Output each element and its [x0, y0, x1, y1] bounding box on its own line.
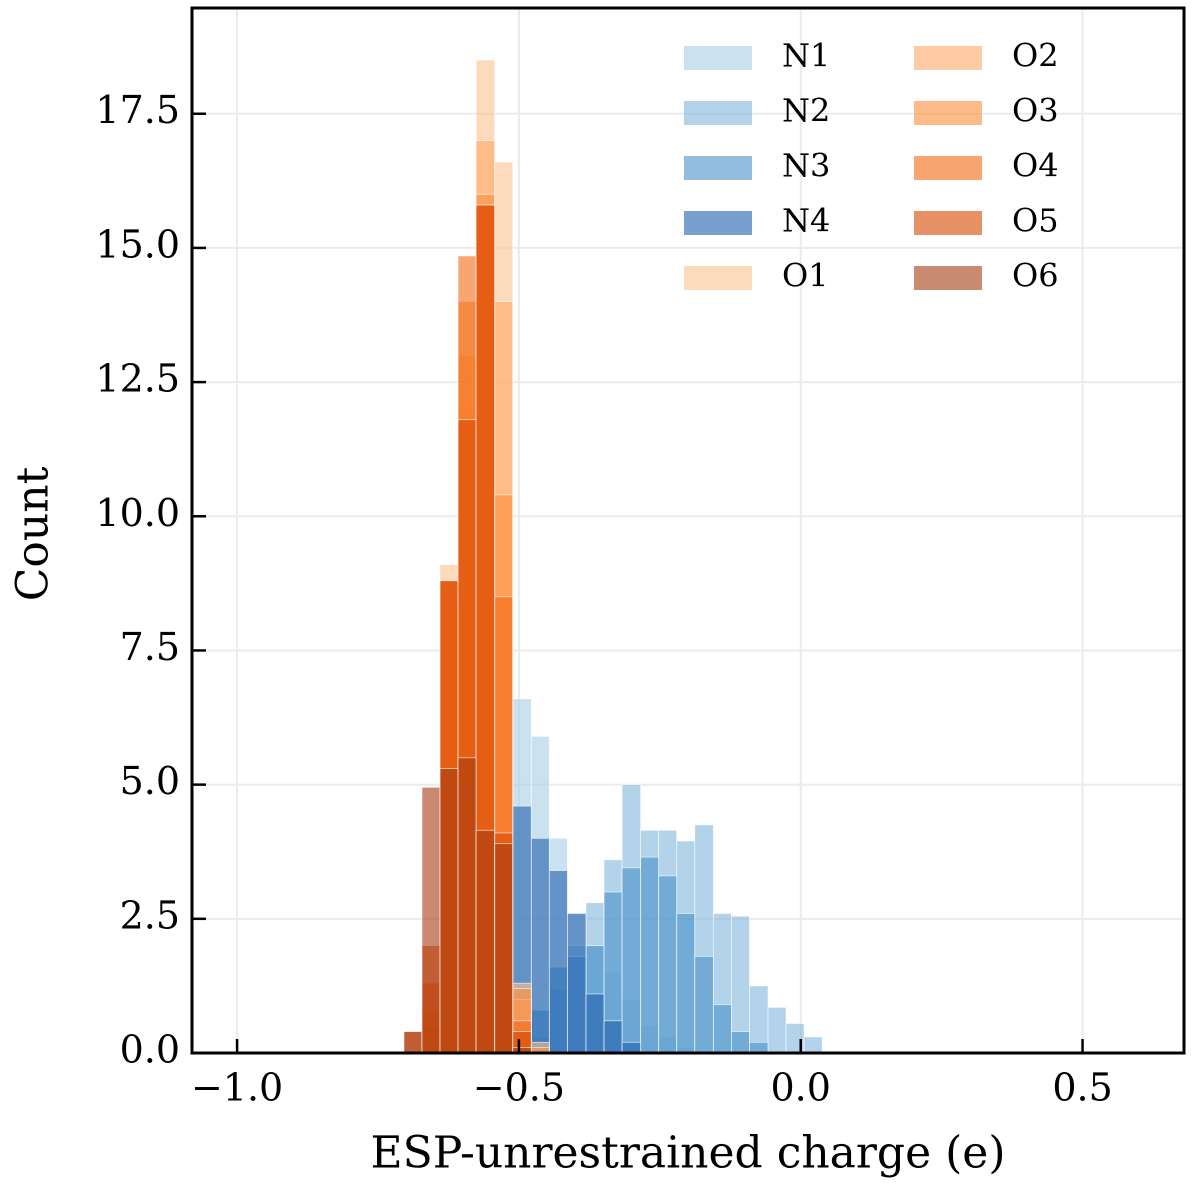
legend-swatch — [684, 101, 752, 125]
bar — [566, 913, 587, 1054]
legend-label: O5 — [1012, 202, 1059, 240]
legend-swatch — [684, 46, 752, 70]
bar — [731, 1031, 750, 1054]
bar — [403, 1031, 423, 1054]
legend-swatch — [684, 211, 752, 235]
x-tick-label: 0.5 — [1052, 1066, 1112, 1110]
legend-label: O4 — [1012, 147, 1059, 185]
y-tick-label: 5.0 — [120, 759, 180, 803]
legend-swatch — [914, 266, 982, 290]
y-tick-label: 0.0 — [120, 1028, 180, 1072]
x-tick-label: −1.0 — [191, 1066, 283, 1110]
plot-frame — [190, 6, 1186, 1055]
y-tick-label: 15.0 — [95, 222, 180, 266]
bar — [548, 870, 568, 1054]
bar — [494, 843, 514, 1054]
bar — [767, 1006, 787, 1054]
bar — [603, 1020, 623, 1054]
bar — [585, 993, 605, 1054]
legend-label: N2 — [782, 92, 830, 130]
bar — [803, 1036, 823, 1054]
x-tick-label: 0.0 — [771, 1066, 831, 1110]
y-tick-label: 7.5 — [120, 625, 180, 669]
legend-label: O1 — [782, 257, 829, 295]
legend-swatch — [914, 211, 982, 235]
legend-swatch — [914, 46, 982, 70]
bar — [640, 856, 660, 1054]
bar — [439, 768, 459, 1054]
bar — [694, 955, 714, 1054]
legend-swatch — [914, 101, 982, 125]
bar — [457, 757, 477, 1054]
bar — [530, 837, 550, 1054]
y-axis-label: Count — [8, 466, 59, 601]
legend-swatch — [684, 156, 752, 180]
bar — [712, 1004, 732, 1054]
legend-label: N3 — [782, 147, 830, 185]
legend-swatch — [684, 266, 752, 290]
x-axis-label: ESP-unrestrained charge (e) — [370, 1128, 1005, 1179]
y-tick-label: 17.5 — [95, 88, 180, 132]
legend-label: O2 — [1012, 37, 1059, 75]
legend-swatch — [914, 156, 982, 180]
bar — [749, 1041, 769, 1054]
y-tick-label: 12.5 — [95, 357, 180, 401]
bar — [475, 829, 496, 1054]
bar — [621, 867, 642, 1054]
legend-label: N1 — [782, 37, 830, 75]
y-tick-label: 10.0 — [95, 491, 180, 535]
bar — [658, 875, 678, 1054]
legend-label: O6 — [1012, 257, 1059, 295]
bar — [421, 786, 441, 1054]
y-tick-label: 2.5 — [120, 893, 180, 937]
bar — [676, 913, 696, 1054]
legend-label: O3 — [1012, 92, 1059, 130]
legend-label: N4 — [782, 202, 830, 240]
x-tick-label: −0.5 — [473, 1066, 565, 1110]
bar — [621, 1041, 642, 1054]
